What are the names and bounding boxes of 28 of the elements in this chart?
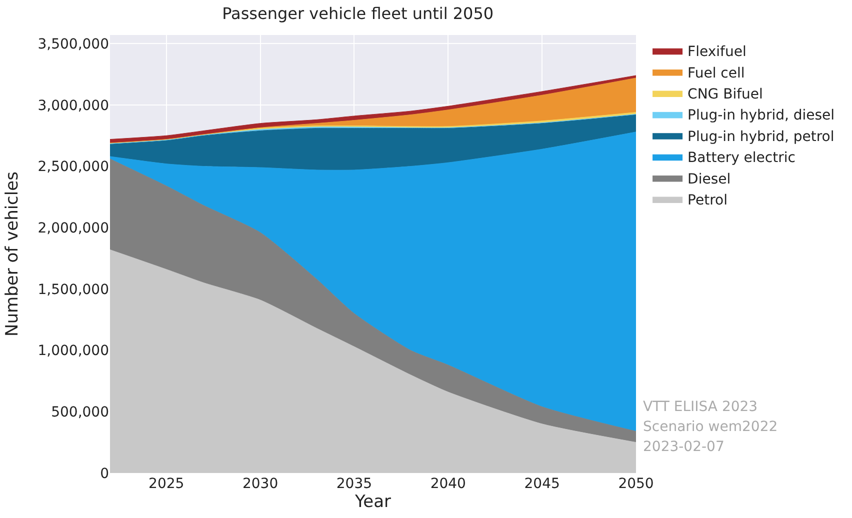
- legend-label: Plug-in hybrid, petrol: [688, 128, 834, 145]
- y-tick-label: 2,000,000: [38, 220, 109, 237]
- legend-label: Plug-in hybrid, diesel: [688, 108, 835, 124]
- x-tick-label: 2045: [524, 476, 560, 492]
- chart-title: Passenger vehicle fleet until 2050: [222, 4, 494, 23]
- text: VTT ELIISA 2023: [643, 399, 758, 415]
- x-tick-label: 2040: [430, 476, 466, 492]
- x-tick-label: 2035: [336, 476, 372, 492]
- legend-label: Battery electric: [688, 150, 796, 166]
- text: 2023-02-07: [643, 439, 724, 455]
- x-tick-label: 2050: [618, 476, 654, 492]
- text: Scenario wem2022: [643, 419, 778, 435]
- x-tick-label: 2025: [148, 476, 184, 492]
- x-axis-title: Year: [354, 492, 392, 512]
- legend-label: Flexifuel: [688, 44, 746, 60]
- legend-label: CNG Bifuel: [688, 86, 763, 102]
- y-axis-title: Number of vehicles: [2, 171, 22, 336]
- y-tick-label: 1,500,000: [38, 282, 109, 298]
- y-tick-label: 500,000: [51, 404, 109, 421]
- y-tick-label: 1,000,000: [38, 343, 109, 360]
- y-tick-label: 0: [100, 466, 109, 482]
- y-tick-label: 3,000,000: [38, 98, 109, 114]
- x-tick-label: 2030: [242, 476, 278, 492]
- y-tick-label: 3,500,000: [38, 36, 109, 52]
- legend-label: Fuel cell: [688, 65, 745, 82]
- legend-label: Diesel: [688, 171, 731, 188]
- y-tick-label: 2,500,000: [38, 159, 109, 176]
- legend-label: Petrol: [688, 192, 728, 208]
